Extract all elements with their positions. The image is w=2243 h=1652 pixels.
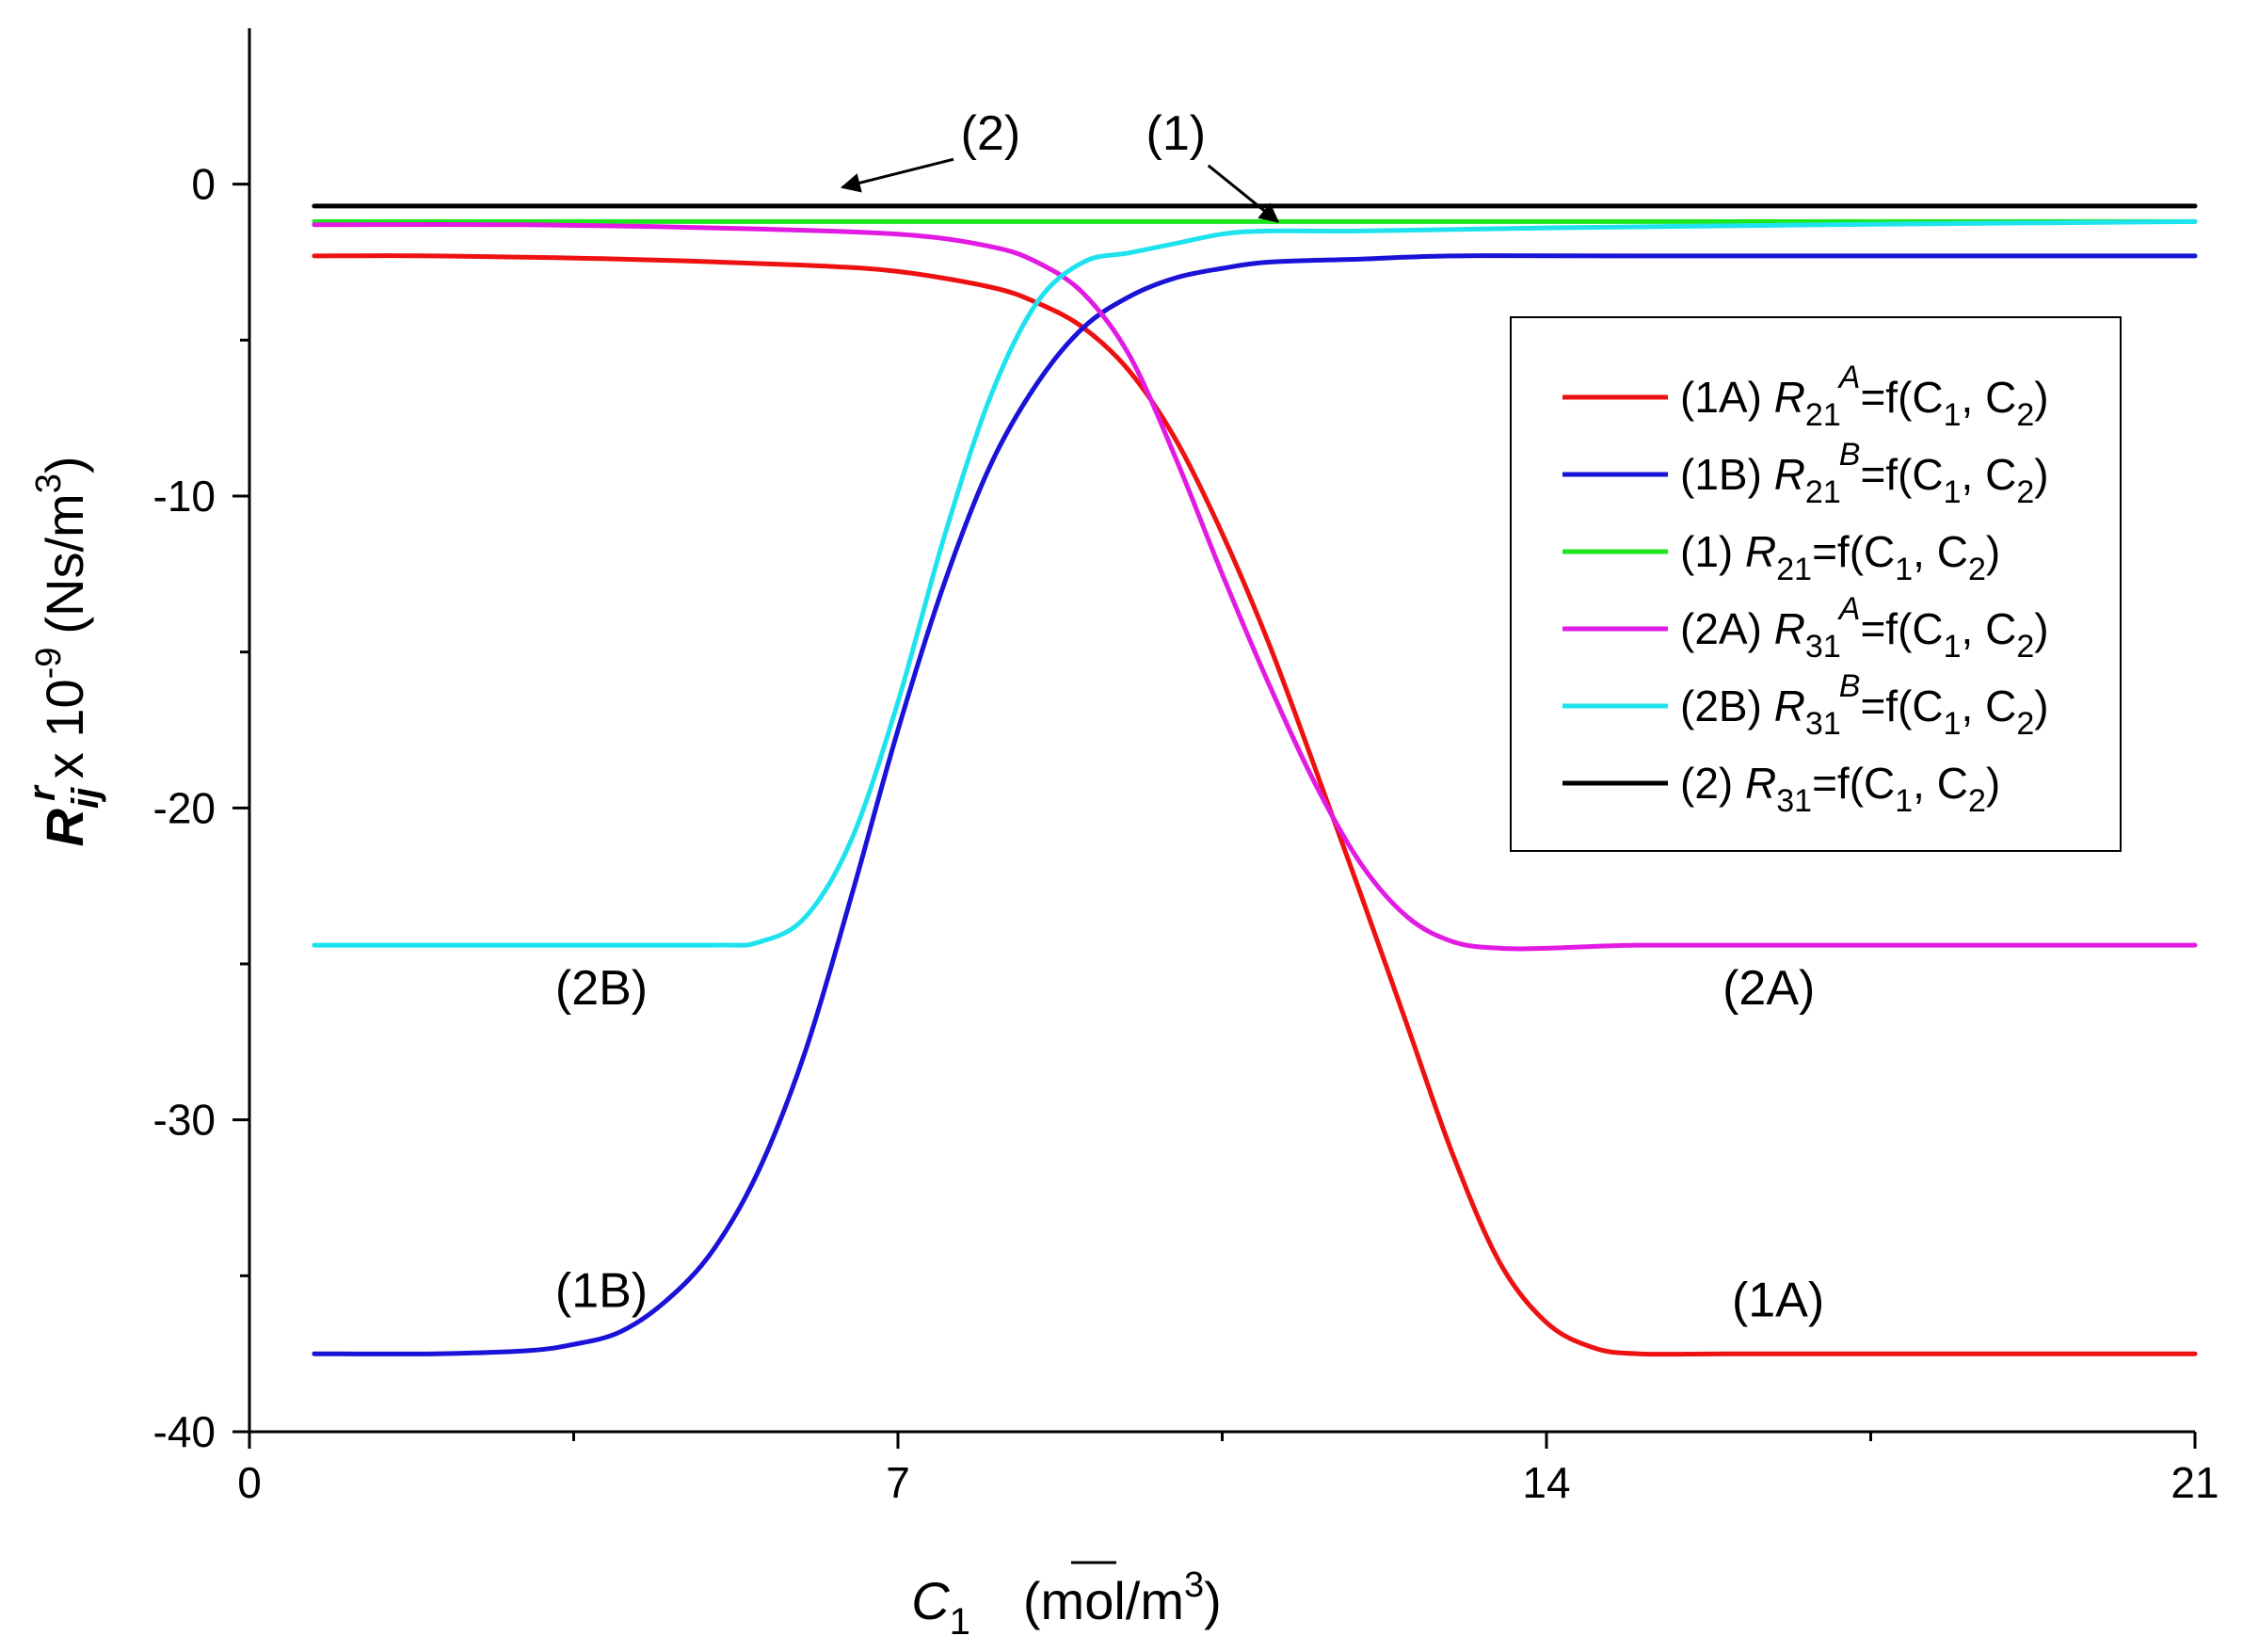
curve-annotation: (1B): [555, 1263, 648, 1318]
x-tick-label: 0: [237, 1458, 262, 1507]
x-tick-label: 7: [886, 1458, 910, 1507]
legend-item-2a: (2A) R31A=f(C1, C2): [1562, 591, 2049, 665]
axes-layer: 0 7 14 21 0 -10 -20 -30 -40: [153, 28, 2219, 1507]
legend-item-2b: (2B) R31B=f(C1, C2): [1562, 668, 2049, 742]
curve-annotation: (2): [961, 106, 1021, 161]
y-axis-title: Rijrx 10-9(Ns/m3): [22, 456, 106, 846]
series-line-1b: [312, 253, 2198, 1356]
legend: (1A) R21A=f(C1, C2)(1B) R21B=f(C1, C2) (1…: [1510, 316, 2122, 852]
y-tick-label: -10: [153, 472, 216, 521]
y-tick-label: -40: [153, 1407, 216, 1456]
legend-item-1b: (1B) R21B=f(C1, C2): [1562, 437, 2049, 510]
series-line-2b: [312, 218, 2198, 948]
legend-label: (2B) R31B=f(C1, C2): [1680, 668, 2049, 742]
legend-label: (1A) R21A=f(C1, C2): [1680, 360, 2049, 433]
legend-rows: (1A) R21A=f(C1, C2)(1B) R21B=f(C1, C2) (1…: [1562, 360, 2049, 819]
x-tick-label: 21: [2171, 1458, 2219, 1507]
legend-label: (2) R31=f(C1, C2): [1680, 759, 2000, 819]
legend-item-2: (2) R31=f(C1, C2): [1562, 759, 2000, 819]
legend-box: [1510, 316, 2122, 852]
legend-label: (1B) R21B=f(C1, C2): [1680, 437, 2049, 510]
curve-annotation: (1): [1146, 106, 1207, 161]
y-tick-label: 0: [191, 160, 216, 209]
series-line-1a: [312, 253, 2198, 1357]
legend-item-1a: (1A) R21A=f(C1, C2): [1562, 360, 2049, 433]
legend-item-1: (1) R21=f(C1, C2): [1562, 527, 2000, 587]
x-tick-label: 14: [1522, 1458, 1570, 1507]
series-layer: [312, 203, 2198, 1357]
annotation-layer: (2) (1) (2B) (2A) (1B) (1A): [555, 106, 1824, 1327]
legend-label: (1) R21=f(C1, C2): [1680, 527, 2000, 587]
y-tick-label: -30: [153, 1096, 216, 1145]
annotation-arrow: [840, 157, 954, 193]
curve-annotation: (2A): [1722, 961, 1815, 1016]
curve-annotation: (1A): [1732, 1273, 1824, 1327]
annotation-arrow: [1207, 164, 1280, 223]
series-line-2a: [312, 221, 2198, 952]
legend-label: (2A) R31A=f(C1, C2): [1680, 591, 2049, 665]
curve-annotation: (2B): [555, 961, 648, 1016]
x-axis-title: C1 (mol/m3): [911, 1565, 1222, 1643]
y-tick-label: -20: [153, 783, 216, 832]
